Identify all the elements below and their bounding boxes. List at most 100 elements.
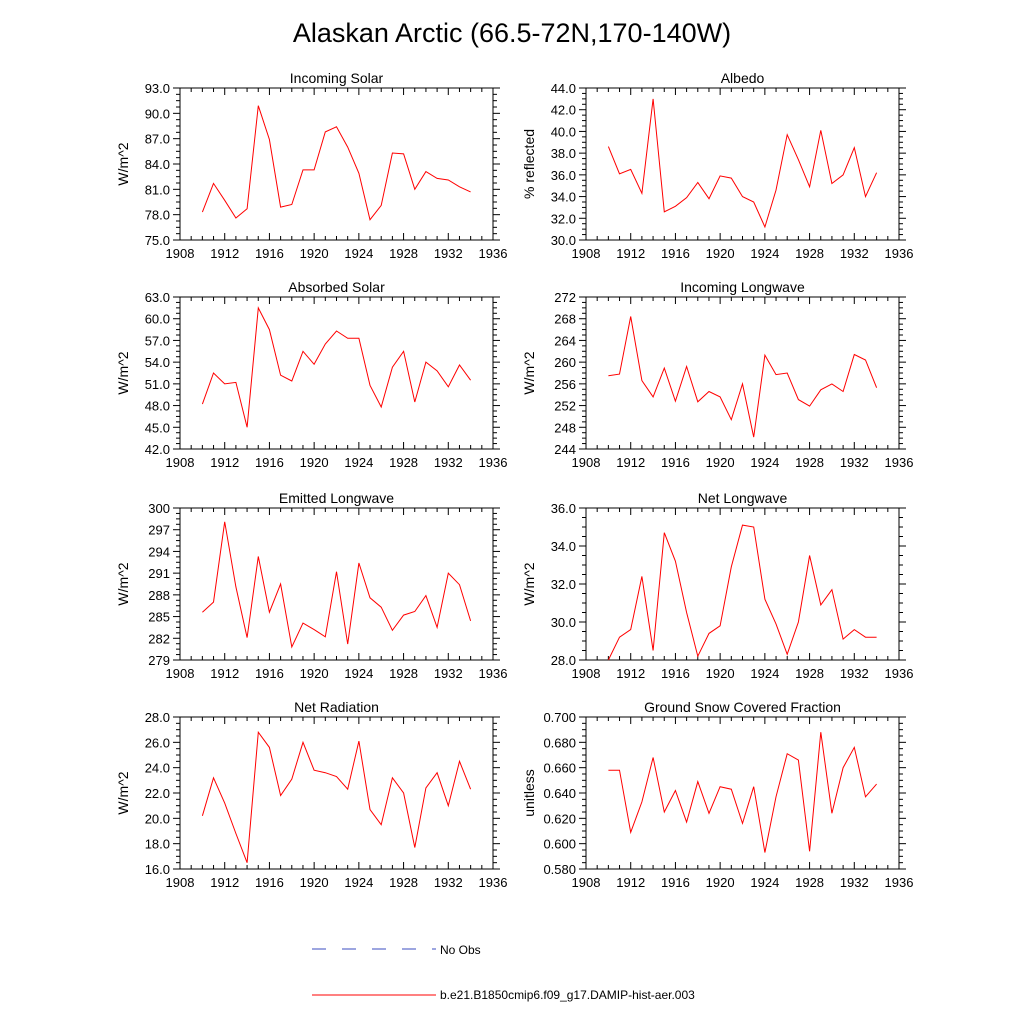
x-tick-label: 1912 [616, 875, 645, 890]
series-line [201, 730, 472, 863]
y-tick-label: 32.0 [551, 577, 576, 592]
x-tick-label: 1932 [434, 875, 463, 890]
x-tick-label: 1908 [166, 246, 195, 261]
y-tick-label: 84.0 [145, 157, 170, 172]
x-tick-label: 1916 [661, 455, 690, 470]
y-tick-label: 256 [554, 377, 576, 392]
y-tick-label: 93.0 [145, 81, 170, 96]
y-axis-label: unitless [521, 769, 537, 816]
y-tick-label: 285 [148, 610, 170, 625]
series-line [608, 316, 878, 438]
x-tick-label: 1920 [300, 455, 329, 470]
panel-title: Emitted Longwave [279, 490, 394, 506]
y-tick-label: 0.600 [543, 837, 576, 852]
y-tick-label: 28.0 [145, 710, 170, 725]
x-tick-label: 1920 [706, 875, 735, 890]
y-tick-label: 0.640 [543, 786, 576, 801]
x-tick-label: 1916 [255, 875, 284, 890]
y-tick-label: 57.0 [145, 333, 170, 348]
y-axis-label: W/m^2 [115, 142, 131, 185]
y-tick-label: 0.580 [543, 862, 576, 877]
panel-4: Emitted Longwave W/m^2 1908 1912 1916 1920 192… [115, 490, 507, 681]
x-tick-label: 1920 [706, 455, 735, 470]
y-axis-label: W/m^2 [115, 771, 131, 814]
x-tick-label: 1916 [255, 666, 284, 681]
x-tick-label: 1932 [434, 246, 463, 261]
y-axis-label: W/m^2 [521, 562, 537, 605]
x-tick-label: 1936 [885, 666, 914, 681]
x-tick-label: 1916 [661, 246, 690, 261]
legend: No Obs b.e21.B1850cmip6.f09_g17.DAMIP-hi… [312, 943, 695, 1002]
panel-title: Albedo [721, 70, 765, 86]
x-tick-label: 1936 [479, 875, 508, 890]
y-tick-label: 63.0 [145, 290, 170, 305]
x-tick-label: 1928 [389, 666, 418, 681]
panel-6: Net Radiation W/m^2 1908 1912 1916 1920 1924 19… [115, 699, 507, 890]
y-tick-label: 54.0 [145, 355, 170, 370]
x-tick-label: 1924 [750, 875, 779, 890]
series-line [201, 306, 472, 428]
x-tick-label: 1924 [344, 455, 373, 470]
y-tick-label: 282 [148, 631, 170, 646]
legend-model-label: b.e21.B1850cmip6.f09_g17.DAMIP-hist-aer.… [440, 988, 695, 1002]
y-tick-label: 87.0 [145, 132, 170, 147]
y-tick-label: 272 [554, 290, 576, 305]
y-tick-label: 60.0 [145, 312, 170, 327]
x-tick-label: 1920 [300, 666, 329, 681]
y-tick-label: 0.700 [543, 710, 576, 725]
series-line [201, 105, 471, 221]
y-tick-label: 20.0 [145, 811, 170, 826]
x-tick-label: 1928 [389, 455, 418, 470]
x-tick-label: 1928 [795, 455, 824, 470]
x-tick-label: 1924 [750, 455, 779, 470]
x-tick-label: 1932 [840, 455, 869, 470]
x-tick-label: 1912 [210, 455, 239, 470]
x-tick-label: 1936 [885, 875, 914, 890]
x-tick-label: 1916 [255, 455, 284, 470]
y-tick-label: 32.0 [551, 211, 576, 226]
y-tick-label: 268 [554, 312, 576, 327]
y-tick-label: 45.0 [145, 420, 170, 435]
y-tick-label: 24.0 [145, 761, 170, 776]
y-tick-label: 30.0 [551, 233, 576, 248]
x-tick-label: 1912 [210, 246, 239, 261]
y-tick-label: 34.0 [551, 539, 576, 554]
x-tick-label: 1936 [479, 455, 508, 470]
panels: Incoming Solar W/m^2 1908 1912 1916 1920 1924 1… [115, 70, 913, 890]
x-tick-label: 1908 [166, 875, 195, 890]
x-tick-label: 1912 [210, 875, 239, 890]
figure-title: Alaskan Arctic (66.5-72N,170-140W) [293, 18, 731, 48]
y-tick-label: 40.0 [551, 124, 576, 139]
x-tick-label: 1912 [616, 455, 645, 470]
y-tick-label: 18.0 [145, 837, 170, 852]
x-tick-label: 1912 [616, 666, 645, 681]
y-tick-label: 294 [148, 544, 170, 559]
x-tick-label: 1928 [389, 246, 418, 261]
y-tick-label: 0.680 [543, 735, 576, 750]
y-tick-label: 264 [554, 333, 576, 348]
y-tick-label: 0.660 [543, 761, 576, 776]
x-tick-label: 1912 [616, 246, 645, 261]
panel-title: Absorbed Solar [288, 279, 385, 295]
panel-title: Net Radiation [294, 699, 379, 715]
x-tick-label: 1908 [572, 875, 601, 890]
x-tick-label: 1932 [840, 666, 869, 681]
panel-5: Net Longwave W/m^2 1908 1912 1916 1920 1924 192… [521, 490, 913, 681]
panel-0: Incoming Solar W/m^2 1908 1912 1916 1920 1924 1… [115, 70, 507, 261]
x-tick-label: 1936 [885, 455, 914, 470]
y-tick-label: 75.0 [145, 233, 170, 248]
y-tick-label: 30.0 [551, 615, 576, 630]
y-tick-label: 26.0 [145, 735, 170, 750]
x-tick-label: 1924 [344, 666, 373, 681]
y-tick-label: 48.0 [145, 399, 170, 414]
x-tick-label: 1920 [300, 875, 329, 890]
series-line [607, 524, 877, 661]
y-tick-label: 90.0 [145, 106, 170, 121]
y-tick-label: 248 [554, 420, 576, 435]
y-tick-label: 28.0 [551, 653, 576, 668]
y-tick-label: 51.0 [145, 377, 170, 392]
x-tick-label: 1928 [389, 875, 418, 890]
x-tick-label: 1924 [344, 875, 373, 890]
